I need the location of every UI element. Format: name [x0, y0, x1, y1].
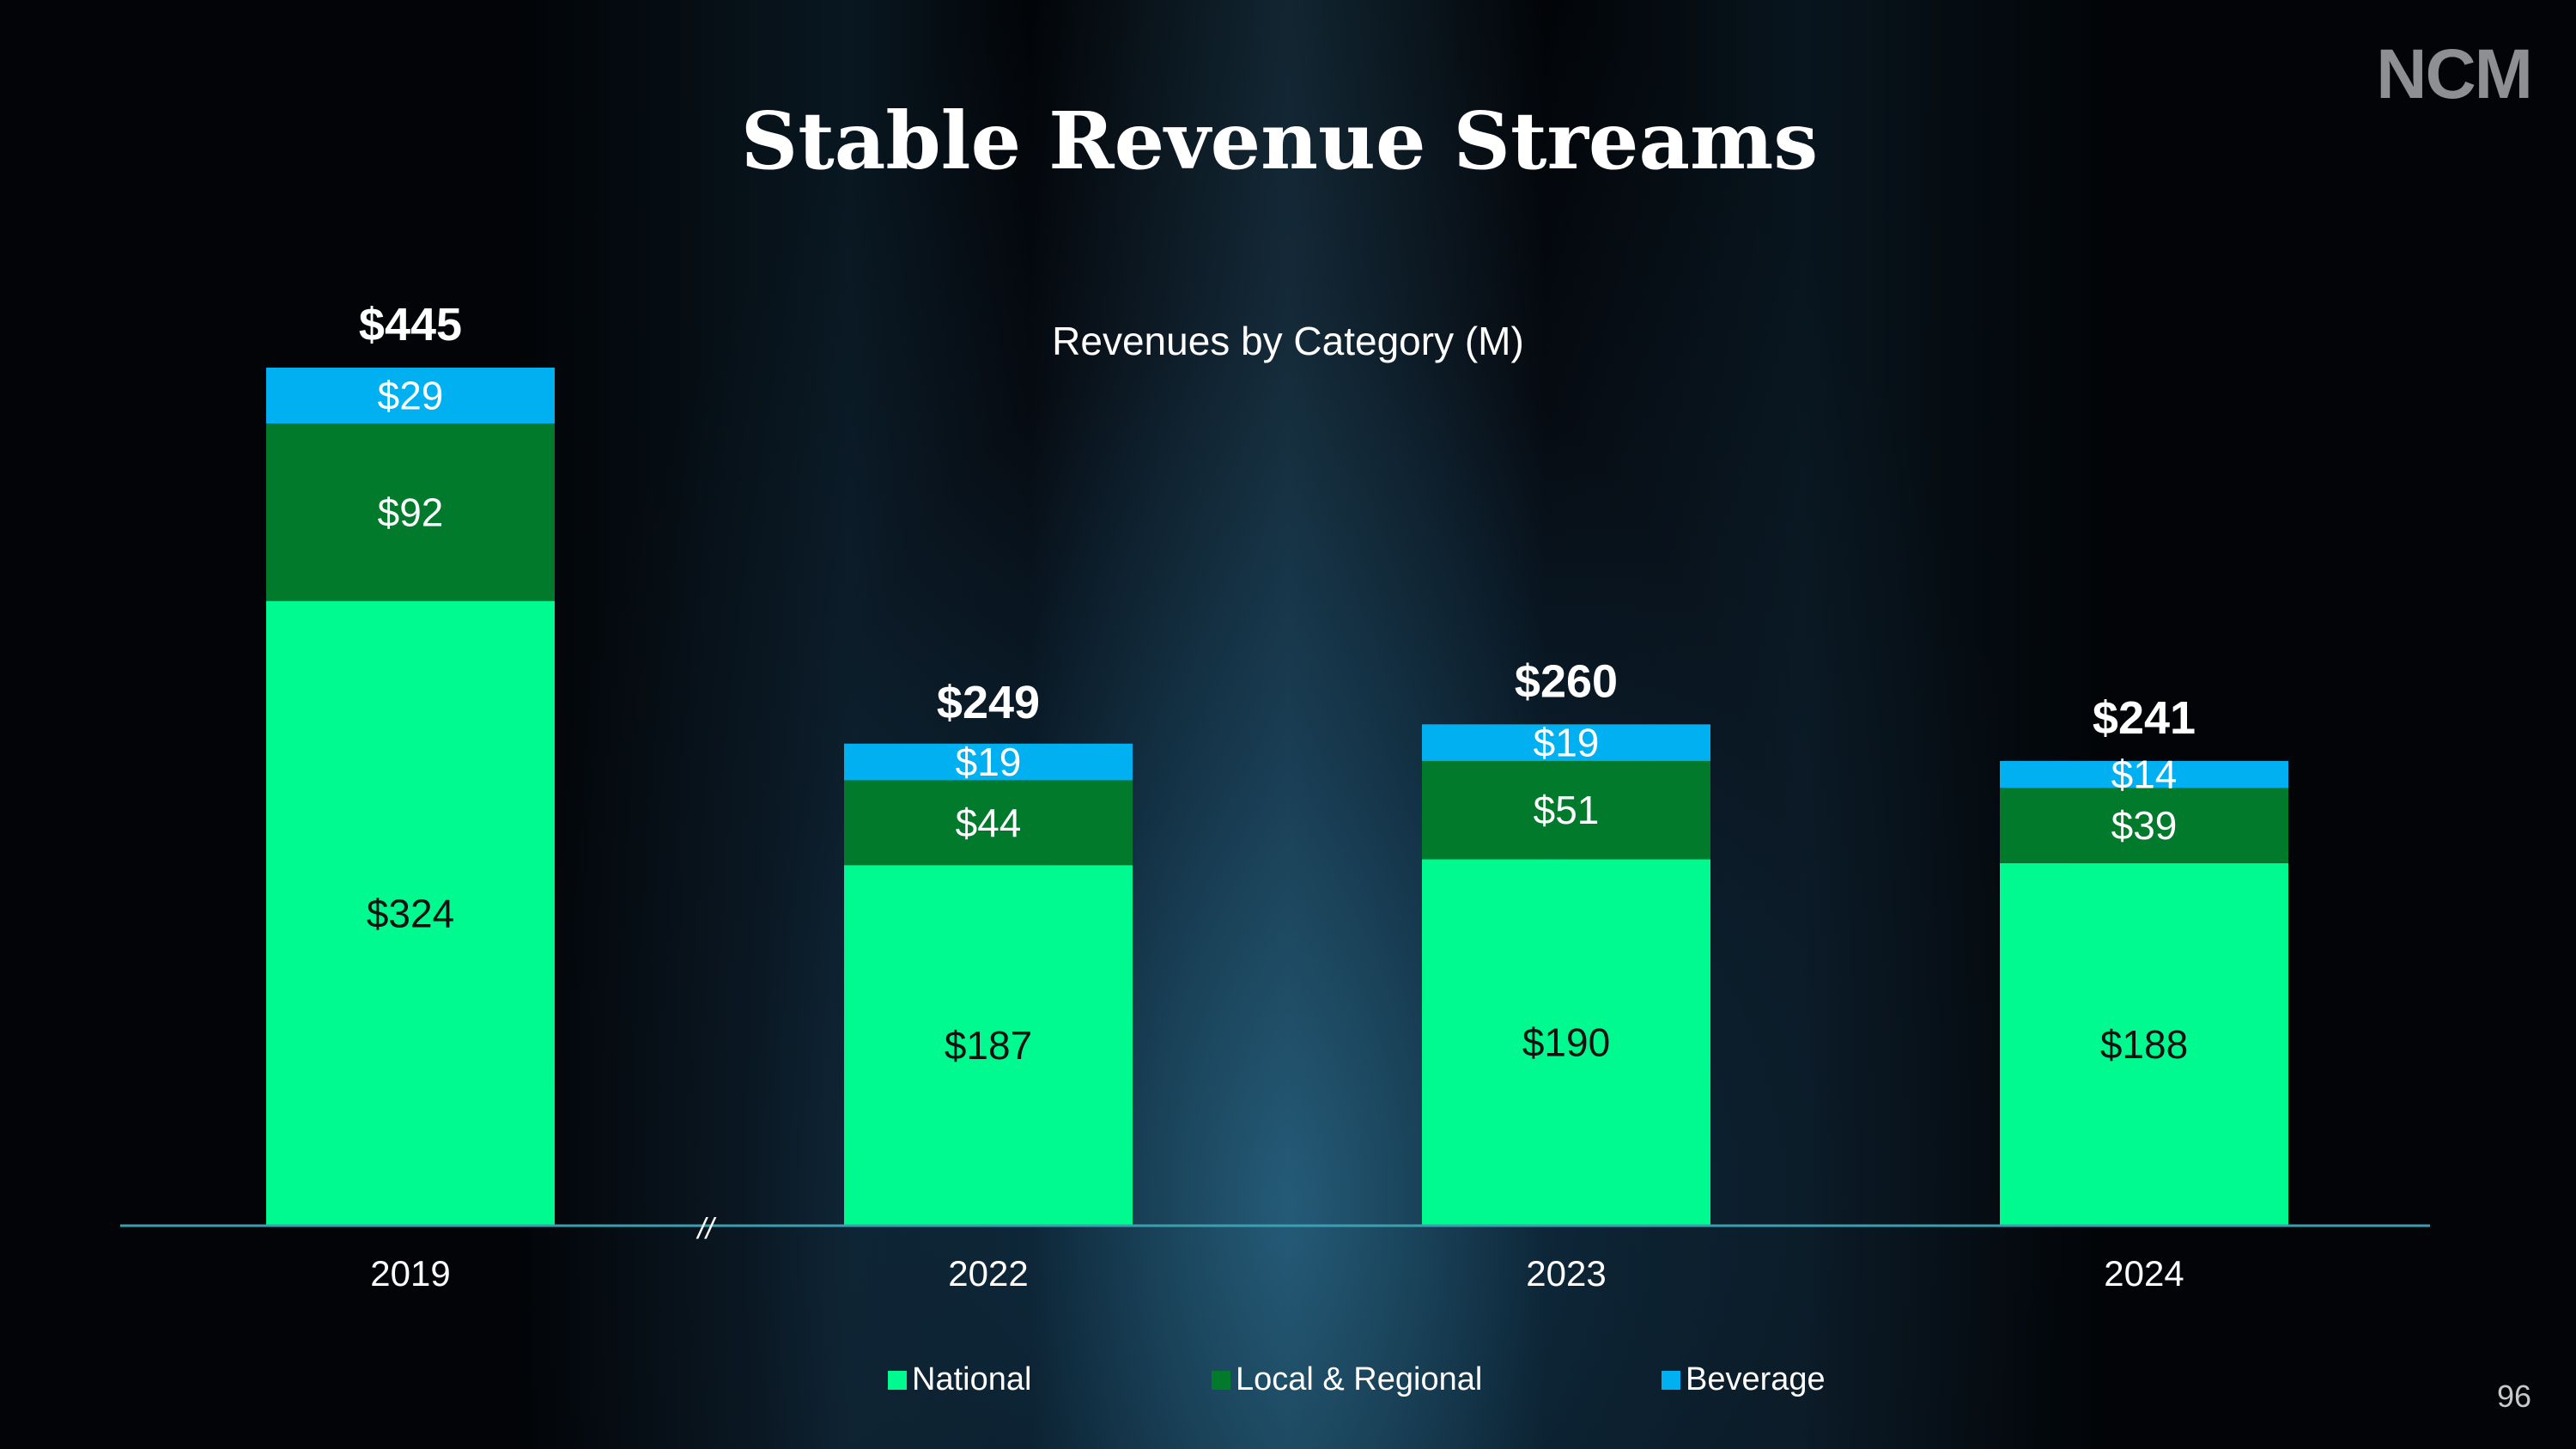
chart-legend: National Local & Regional Beverage [0, 1361, 2576, 1404]
legend-swatch [888, 1370, 907, 1390]
bar-2022-beverage [844, 743, 1133, 781]
data-label-2022-local-regional: $44 [956, 801, 1022, 845]
bar-2024-national [2000, 862, 2288, 1226]
data-label-2024-local-regional: $39 [2111, 803, 2178, 848]
legend-item-local-regional: Local & Regional [1212, 1361, 1482, 1398]
x-tick-label-2023: 2023 [1526, 1253, 1606, 1294]
bar-2022-national [844, 865, 1133, 1226]
legend-item-beverage: Beverage [1662, 1361, 1826, 1398]
legend-item-national: National [888, 1361, 1031, 1398]
bar-2023-local-regional [1422, 760, 1710, 860]
page-number: 96 [2496, 1379, 2531, 1414]
x-tick-label-2019: 2019 [370, 1253, 450, 1294]
x-tick-label-2022: 2022 [948, 1253, 1028, 1294]
data-label-2022-national: $187 [945, 1023, 1032, 1068]
legend-swatch [1662, 1370, 1680, 1390]
bar-2019-beverage [266, 368, 555, 424]
bar-2024-local-regional [2000, 788, 2288, 863]
bar-2019-local-regional [266, 423, 555, 601]
total-label-2024: $241 [2093, 692, 2196, 744]
legend-label: National [912, 1361, 1032, 1397]
data-label-2019-beverage: $29 [378, 374, 444, 418]
data-label-2019-local-regional: $92 [378, 490, 444, 534]
data-label-2024-beverage: $14 [2111, 752, 2178, 797]
axis-break-marker: // [696, 1213, 717, 1245]
bar-2022-local-regional [844, 780, 1133, 866]
data-label-2024-national: $188 [2100, 1022, 2188, 1067]
data-label-2022-beverage: $19 [956, 740, 1022, 784]
ncm-logo: NCM [2376, 35, 2533, 113]
x-tick-label-2024: 2024 [2104, 1253, 2184, 1294]
data-label-2023-local-regional: $51 [1534, 788, 1600, 832]
legend-label: Beverage [1686, 1361, 1826, 1397]
total-label-2023: $260 [1515, 655, 1618, 707]
total-label-2022: $249 [937, 677, 1040, 728]
bar-2023-national [1422, 859, 1710, 1226]
chart-title: Revenues by Category (M) [1052, 319, 1524, 363]
total-label-2019: $445 [359, 299, 462, 350]
page-title: Stable Revenue Streams [740, 94, 1819, 187]
data-label-2019-national: $324 [367, 891, 454, 935]
bar-2023-beverage [1422, 724, 1710, 761]
legend-swatch [1212, 1370, 1230, 1390]
bar-2024-beverage [2000, 760, 2288, 788]
data-label-2023-beverage: $19 [1534, 721, 1600, 765]
bar-2019-national [266, 600, 555, 1226]
data-label-2023-national: $190 [1522, 1020, 1610, 1065]
legend-label: Local & Regional [1236, 1361, 1483, 1397]
